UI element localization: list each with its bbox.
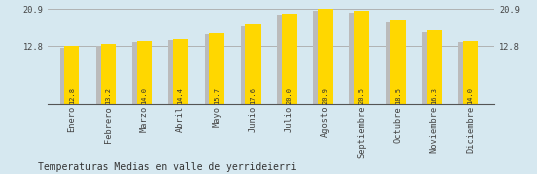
- Bar: [245, 25, 260, 104]
- Bar: [137, 41, 152, 104]
- Bar: [350, 13, 365, 104]
- Bar: [100, 44, 116, 104]
- Bar: [390, 20, 405, 104]
- Bar: [386, 22, 401, 104]
- Bar: [64, 46, 79, 104]
- Bar: [426, 30, 442, 104]
- Bar: [354, 11, 369, 104]
- Bar: [282, 14, 297, 104]
- Text: 20.5: 20.5: [359, 87, 365, 104]
- Bar: [241, 26, 256, 104]
- Text: 13.2: 13.2: [105, 87, 111, 104]
- Text: 14.4: 14.4: [178, 87, 184, 104]
- Text: 17.6: 17.6: [250, 87, 256, 104]
- Bar: [277, 15, 292, 104]
- Text: Temperaturas Medias en valle de yerrideierri: Temperaturas Medias en valle de yerridei…: [38, 162, 296, 172]
- Bar: [422, 32, 437, 104]
- Bar: [132, 42, 147, 104]
- Bar: [458, 42, 474, 104]
- Text: 18.5: 18.5: [395, 87, 401, 104]
- Text: 20.0: 20.0: [286, 87, 292, 104]
- Bar: [96, 46, 111, 104]
- Bar: [313, 11, 329, 104]
- Bar: [168, 40, 184, 104]
- Text: 14.0: 14.0: [468, 87, 474, 104]
- Text: 15.7: 15.7: [214, 87, 220, 104]
- Bar: [60, 48, 75, 104]
- Bar: [173, 39, 188, 104]
- Text: 16.3: 16.3: [431, 87, 437, 104]
- Text: 14.0: 14.0: [141, 87, 147, 104]
- Text: 12.8: 12.8: [69, 87, 75, 104]
- Text: 20.9: 20.9: [323, 87, 329, 104]
- Bar: [205, 34, 220, 104]
- Bar: [463, 41, 478, 104]
- Bar: [318, 9, 333, 104]
- Bar: [209, 33, 224, 104]
